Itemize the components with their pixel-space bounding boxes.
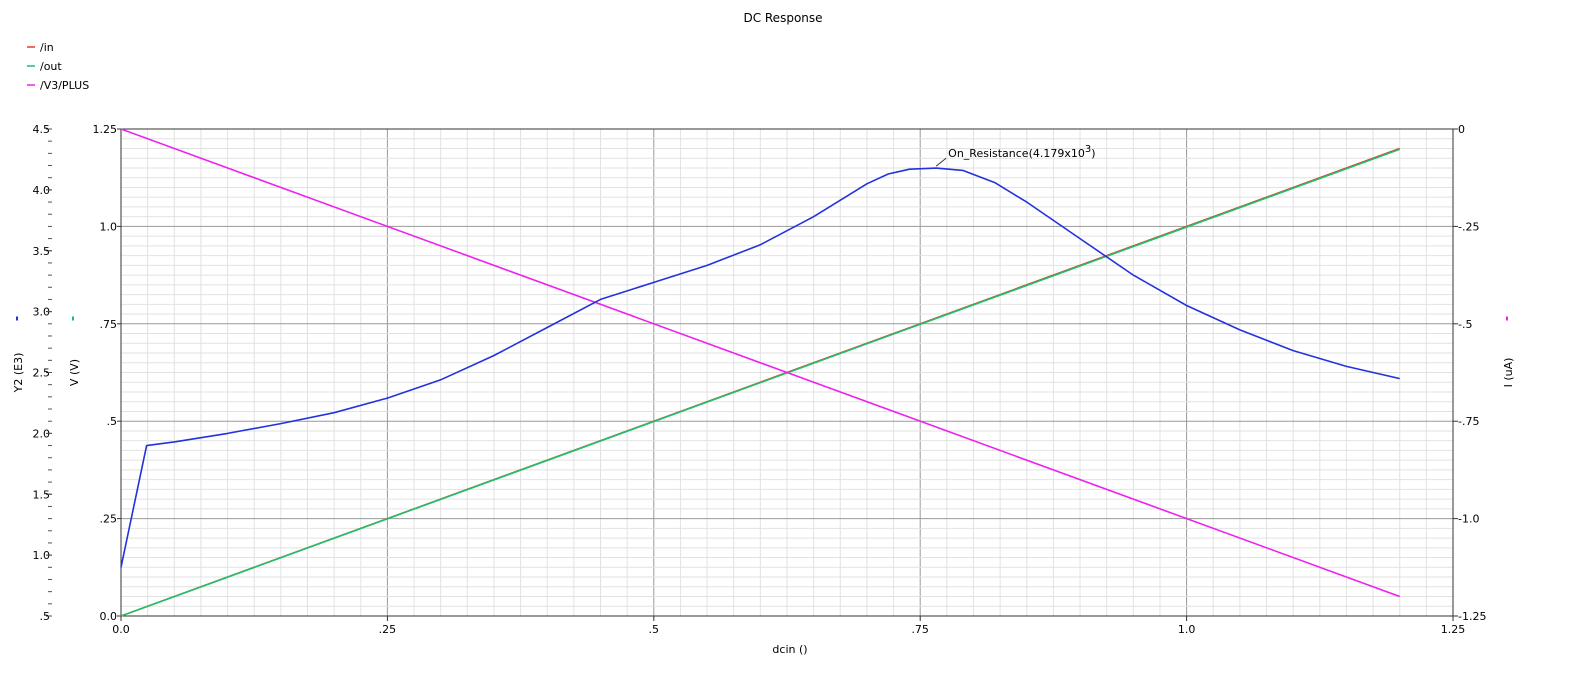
y-tick-label-v: 0.0	[100, 610, 118, 623]
x-tick-label: .25	[379, 623, 397, 636]
y-tick-label-y2: 4.5	[33, 123, 51, 136]
y-tick-label-i: -.25	[1458, 220, 1479, 233]
y-tick-label-y2: 2.5	[33, 367, 51, 380]
annotation-suffix: )	[1091, 147, 1095, 160]
y-tick-label-v: .5	[107, 415, 118, 428]
y-tick-label-v: .25	[100, 513, 118, 526]
legend-entry: /out	[40, 60, 62, 73]
y-tick-label-v: 1.25	[93, 123, 118, 136]
y-tick-label-v: 1.0	[100, 220, 118, 233]
y-tick-label-y2: .5	[40, 610, 51, 623]
axes-group: 0.0.25.5.75 1.0 1.25.51.01.52.02.53.03.54.…	[12, 123, 1515, 636]
y-tick-label-y2: 2.0	[33, 427, 51, 440]
chart-title: DC Response	[743, 11, 822, 25]
legend: /in/out/V3/PLUS	[27, 41, 89, 92]
x-tick-label: 0.0	[112, 623, 130, 636]
series-line-out	[120, 148, 1400, 617]
y-tick-label-y2: 4.0	[33, 184, 51, 197]
series-line-y2-3	[120, 167, 1400, 568]
x-tick-label: .5	[649, 623, 660, 636]
y-tick-label-i: -1.25	[1458, 610, 1486, 623]
legend-entry: /in	[40, 41, 54, 54]
y-tick-label-y2: 3.0	[33, 306, 51, 319]
annotation-pointer	[935, 157, 947, 167]
y-tick-label-y2: 1.0	[33, 549, 51, 562]
series-group	[120, 128, 1400, 617]
y-tick-label-i: -1.0	[1458, 513, 1479, 526]
annotation-exponent: 3	[1085, 144, 1091, 155]
x-tick-label: 1.25	[1441, 623, 1466, 636]
y-tick-label-i: 0	[1458, 123, 1465, 136]
y-axis-label-marker-i	[1506, 316, 1508, 321]
plot-frame	[120, 128, 1454, 617]
y-axis-label-v: V (V)	[68, 359, 81, 386]
legend-entry: /V3/PLUS	[40, 79, 89, 92]
y-axis-label-y2: Y2 (E3)	[12, 353, 25, 394]
y-tick-label-i: -.75	[1458, 415, 1479, 428]
y-tick-label-v: .75	[100, 318, 118, 331]
y-tick-label-y2: 3.5	[33, 245, 51, 258]
y-tick-label-y2: 1.5	[33, 488, 51, 501]
series-line-v3-plus	[120, 128, 1400, 598]
annotation-label: On_Resistance(4.179x103)	[948, 144, 1095, 160]
y-axis-label-marker-v	[72, 316, 74, 321]
y-tick-label-i: -.5	[1458, 318, 1472, 331]
y-axis-label-marker-y2	[16, 316, 18, 321]
annotations-group: On_Resistance(4.179x103)	[935, 144, 1096, 167]
y-axis-label-i: I (uA)	[1502, 358, 1515, 388]
grid	[120, 128, 1454, 617]
x-tick-label: .75	[911, 623, 929, 636]
x-axis-label: dcin ()	[772, 643, 807, 656]
x-tick-label: 1.0	[1178, 623, 1196, 636]
